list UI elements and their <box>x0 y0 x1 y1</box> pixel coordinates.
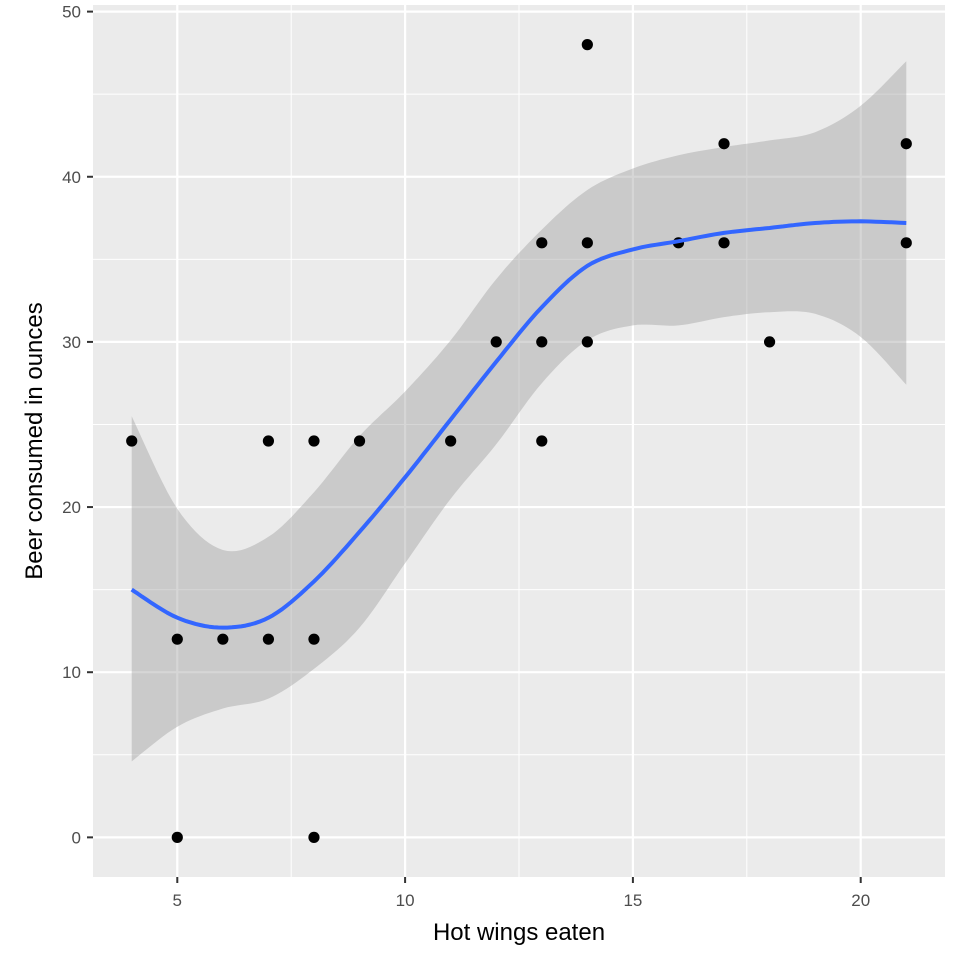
data-point <box>490 336 502 348</box>
y-tick-label: 40 <box>62 168 81 187</box>
data-point <box>171 633 183 645</box>
data-points <box>126 39 912 843</box>
smooth-line <box>130 219 907 630</box>
data-point <box>718 237 730 249</box>
data-point <box>217 633 229 645</box>
y-axis-tick-labels: 0 10 20 30 40 50 <box>62 3 81 848</box>
y-tick-label: 0 <box>72 828 81 847</box>
data-point <box>581 39 593 51</box>
x-axis-title: Hot wings eaten <box>433 919 605 946</box>
data-point <box>536 435 548 447</box>
x-tick-label: 5 <box>173 891 182 910</box>
data-point <box>308 831 320 843</box>
data-point <box>900 237 912 249</box>
data-point <box>536 336 548 348</box>
data-point <box>718 138 730 150</box>
data-point <box>262 633 275 645</box>
x-axis-tick-labels: 5 10 15 20 <box>173 891 871 910</box>
y-tick-label: 50 <box>62 3 81 22</box>
data-point <box>308 435 320 447</box>
major-gridlines <box>93 5 945 877</box>
data-point <box>445 435 457 447</box>
data-point <box>763 336 776 348</box>
y-tick-label: 10 <box>62 663 81 682</box>
data-point <box>581 336 593 348</box>
data-point <box>900 138 912 150</box>
data-point <box>308 633 320 645</box>
data-point <box>126 435 138 447</box>
data-point <box>536 237 548 249</box>
minor-gridlines <box>93 5 945 877</box>
y-tick-label: 30 <box>62 333 81 352</box>
data-point <box>171 831 183 843</box>
axis-ticks <box>87 10 862 883</box>
data-point <box>581 237 593 249</box>
x-tick-label: 10 <box>396 891 415 910</box>
data-point <box>262 435 275 447</box>
x-tick-label: 20 <box>851 891 870 910</box>
data-point <box>353 435 366 447</box>
y-tick-label: 20 <box>62 498 81 517</box>
y-axis-title: Beer consumed in ounces <box>21 302 48 580</box>
x-tick-label: 15 <box>623 891 642 910</box>
